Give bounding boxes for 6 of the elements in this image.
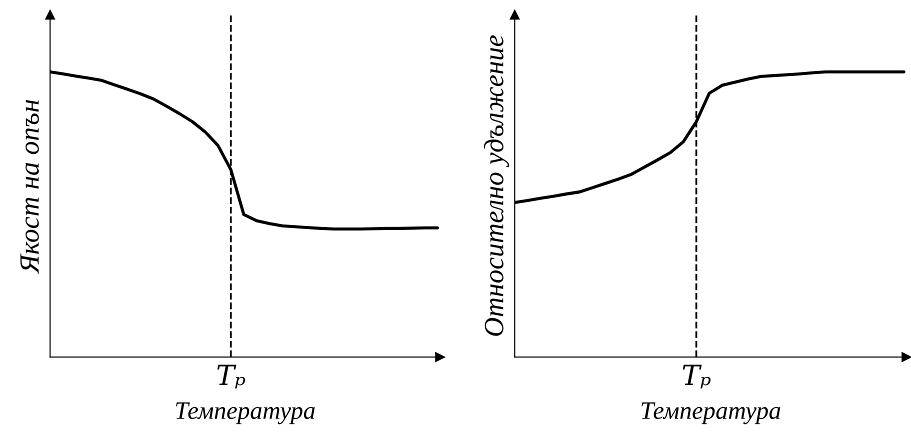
y-axis-title: Якост на опън: [20, 100, 39, 274]
text: Tₚ: [682, 364, 711, 388]
x-axis-title: Температура: [642, 402, 780, 424]
text: Tₚ: [217, 364, 246, 388]
y-axis-title: Относително удължение: [484, 35, 510, 336]
x-axis-title: Температура: [176, 402, 315, 424]
